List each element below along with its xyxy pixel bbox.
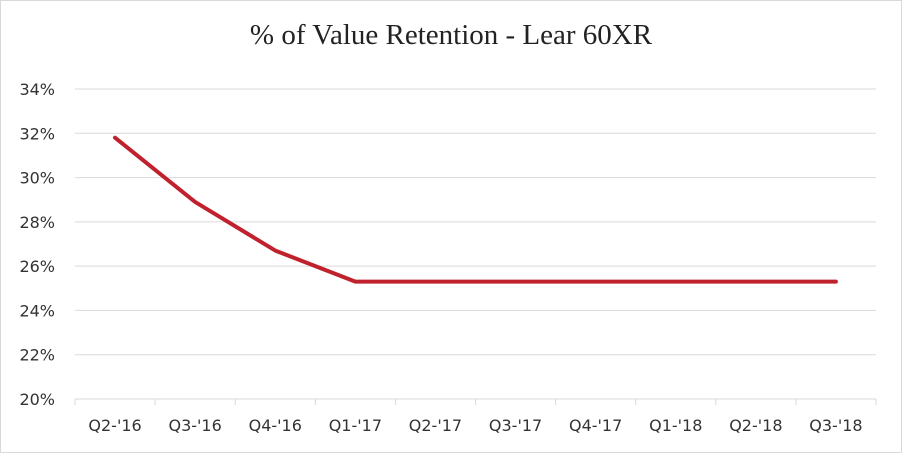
chart-title: % of Value Retention - Lear 60XR <box>249 19 653 51</box>
y-tick-label: 20% <box>19 390 55 409</box>
x-tick-label: Q4-'17 <box>569 416 622 435</box>
y-tick-label: 32% <box>19 124 55 143</box>
y-tick-label: 22% <box>19 346 55 365</box>
x-tick-label: Q4-'16 <box>249 416 302 435</box>
series-line <box>113 135 838 284</box>
y-tick-label: 26% <box>19 257 55 276</box>
x-tick-label: Q2-'17 <box>409 416 462 435</box>
x-tick-label: Q3-'17 <box>489 416 542 435</box>
x-tick-label: Q3-'16 <box>168 416 221 435</box>
y-tick-label: 30% <box>19 169 55 188</box>
x-tick-label: Q2-'16 <box>88 416 141 435</box>
x-tick-label: Q1-'18 <box>649 416 702 435</box>
x-tick-label: Q2-'18 <box>729 416 782 435</box>
y-tick-label: 34% <box>19 80 55 99</box>
y-tick-label: 24% <box>19 301 55 320</box>
x-tick-label: Q1-'17 <box>329 416 382 435</box>
y-tick-label: 28% <box>19 213 55 232</box>
x-tick-label: Q3-'18 <box>809 416 862 435</box>
